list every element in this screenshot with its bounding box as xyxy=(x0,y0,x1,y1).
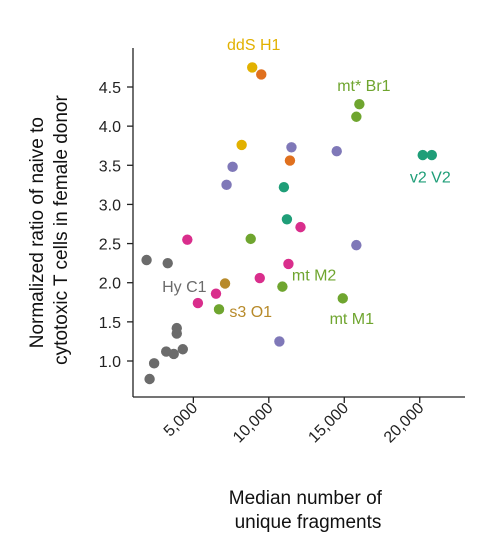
data-point xyxy=(192,297,204,309)
data-point xyxy=(177,344,188,355)
data-point xyxy=(236,139,247,151)
y-tick-label: 2.5 xyxy=(99,237,121,254)
x-axis-ticks: 5,000 10,000 15,000 20,000 xyxy=(161,397,428,446)
data-point xyxy=(286,142,297,153)
data-point xyxy=(277,281,288,292)
point-annotation: mt M2 xyxy=(292,267,337,284)
x-axis-title-line-1: Median number of xyxy=(229,488,383,509)
point-annotation: mt* Br1 xyxy=(337,78,390,95)
data-point xyxy=(354,99,365,110)
point-annotation: ddS H1 xyxy=(227,37,280,54)
y-tick-label: 3.0 xyxy=(99,197,121,214)
data-point xyxy=(278,182,290,193)
data-point xyxy=(171,322,182,334)
data-point xyxy=(210,288,222,299)
x-tick-label: 5,000 xyxy=(161,400,201,440)
y-axis-ticks: 1.0 1.5 2.0 2.5 3.0 3.5 4.0 4.5 xyxy=(99,80,133,371)
data-point xyxy=(148,358,160,369)
data-point xyxy=(141,254,152,266)
axis-titles: Median number of unique fragments Normal… xyxy=(27,95,387,533)
x-tick-label: 15,000 xyxy=(305,400,352,447)
data-point xyxy=(283,258,294,270)
axes xyxy=(132,48,465,398)
data-point xyxy=(256,69,267,80)
data-point xyxy=(337,293,348,304)
data-point xyxy=(417,149,428,161)
y-axis-title: Normalized ratio of naive to cytotoxic T… xyxy=(27,95,72,365)
data-point xyxy=(245,233,256,245)
x-tick-label: 20,000 xyxy=(381,400,428,447)
y-tick-label: 3.5 xyxy=(99,158,121,175)
y-tick-label: 1.5 xyxy=(99,315,121,332)
data-point xyxy=(221,179,232,191)
point-annotation: v2 V2 xyxy=(410,170,451,187)
data-point xyxy=(331,145,342,157)
data-point xyxy=(219,278,231,289)
y-tick-label: 1.0 xyxy=(99,354,121,371)
point-annotation: s3 O1 xyxy=(229,304,272,321)
y-axis-title-line-1: Normalized ratio of naive to xyxy=(27,117,48,348)
data-point xyxy=(227,161,238,173)
data-points xyxy=(141,62,437,385)
data-point xyxy=(162,257,173,269)
y-tick-label: 2.0 xyxy=(99,276,121,293)
data-point xyxy=(281,214,293,225)
x-axis-title: Median number of unique fragments xyxy=(229,488,387,533)
x-axis-title-line-2: unique fragments xyxy=(235,512,382,533)
data-point xyxy=(144,373,155,385)
y-tick-label: 4.5 xyxy=(99,80,121,97)
point-annotation: mt M1 xyxy=(330,311,375,328)
data-point xyxy=(168,348,179,360)
y-tick-label: 4.0 xyxy=(99,119,121,136)
x-tick-label: 10,000 xyxy=(230,400,277,447)
point-annotation: Hy C1 xyxy=(162,279,207,296)
data-point xyxy=(295,221,306,233)
data-point xyxy=(351,111,362,122)
data-point xyxy=(284,155,296,166)
data-point xyxy=(213,304,225,315)
data-point xyxy=(254,272,265,284)
data-point xyxy=(274,336,285,347)
data-point xyxy=(426,149,437,161)
annotations: ddS H1 mt* Br1 v2 V2 Hy C1 mt M2 s3 O1 mt M1 xyxy=(162,37,451,328)
data-point xyxy=(247,62,258,73)
data-point xyxy=(351,239,362,251)
data-point xyxy=(182,234,193,245)
y-axis-title-line-2: cytotoxic T cells in female donor xyxy=(51,95,72,365)
